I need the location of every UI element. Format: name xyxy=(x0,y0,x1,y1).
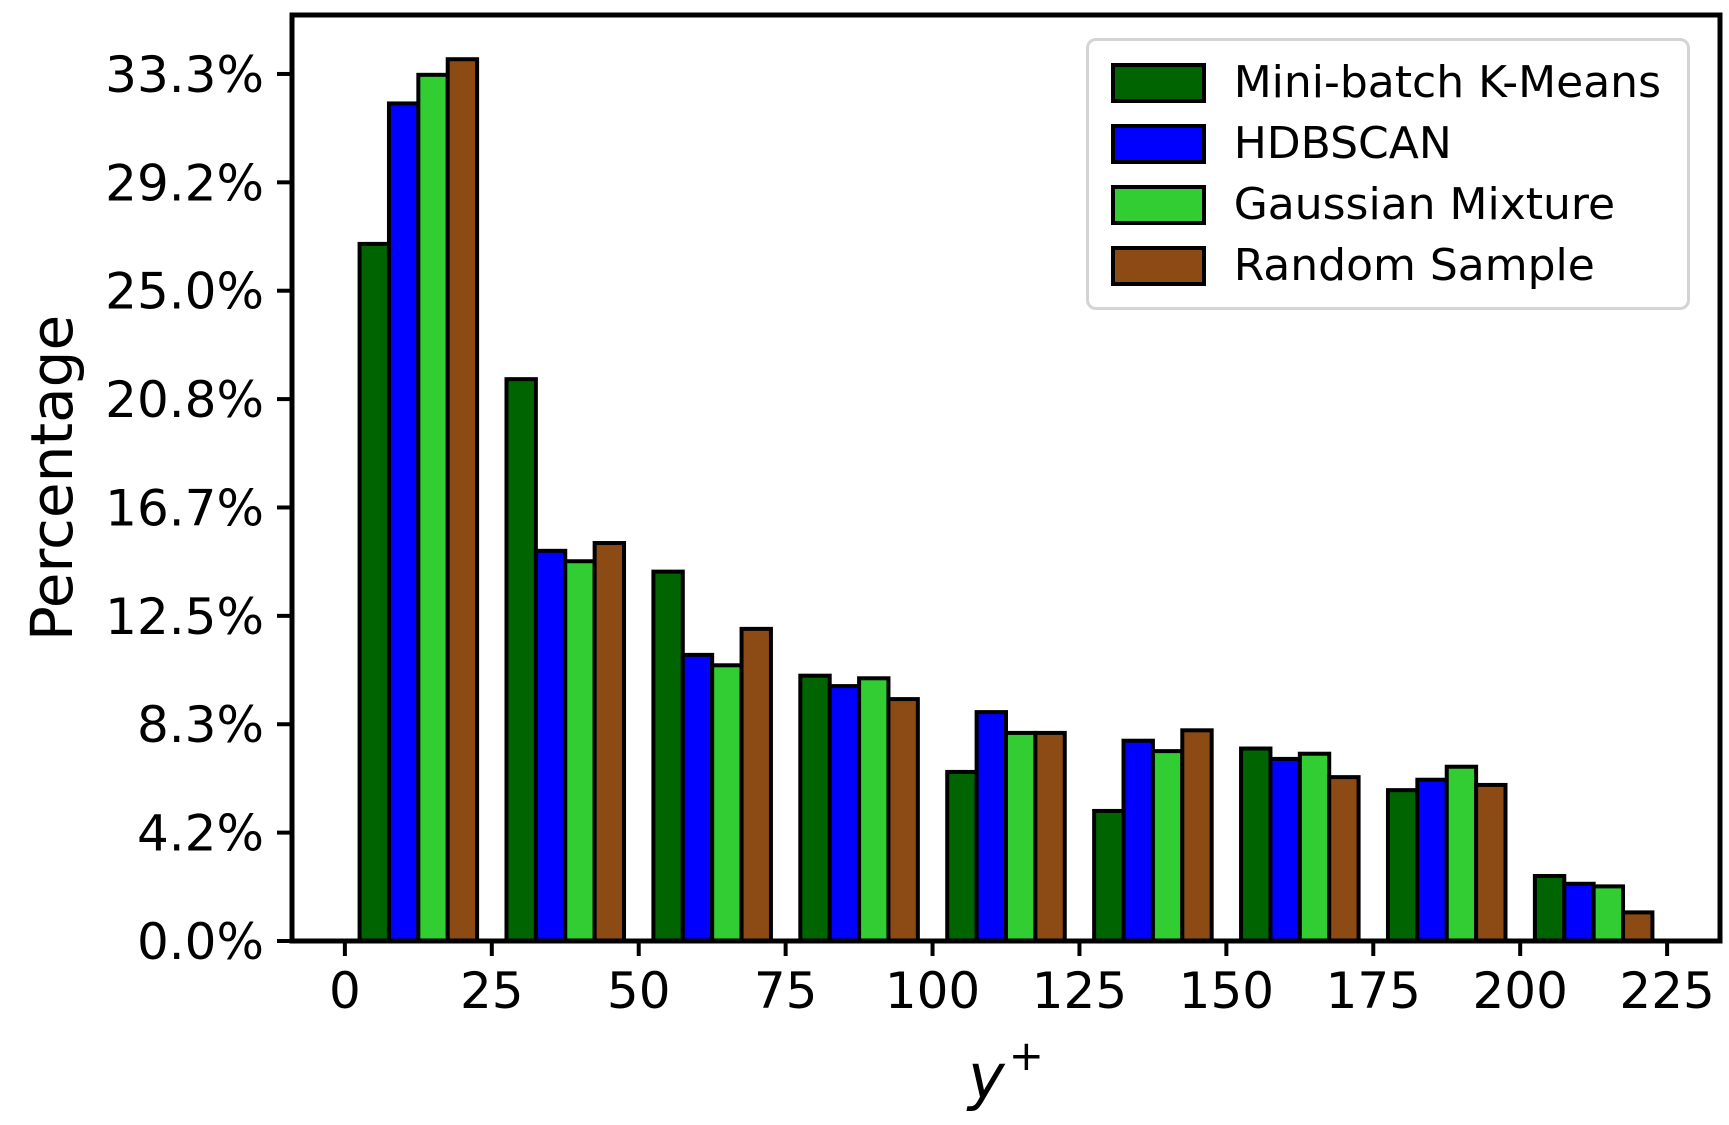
legend-item: Random Sample xyxy=(1110,240,1661,291)
bar-mini-batch-k-means-bin8 xyxy=(1532,873,1567,944)
bar-random-sample-bin6 xyxy=(1327,775,1361,943)
bar-random-sample-bin0 xyxy=(445,57,480,943)
bar-gaussian-mixture-bin1 xyxy=(563,559,597,943)
y-tick-label: 33.3% xyxy=(105,46,264,104)
x-tick-label: 175 xyxy=(1326,962,1421,1020)
bar-random-sample-bin1 xyxy=(592,541,627,943)
x-axis-title-superscript: + xyxy=(1008,1031,1044,1080)
bar-hdbscan-bin7 xyxy=(1415,777,1449,944)
bar-random-sample-bin3 xyxy=(886,697,920,944)
legend-label: Random Sample xyxy=(1233,240,1595,291)
legend-item: Mini-batch K-Means xyxy=(1110,57,1661,108)
x-tick-label: 225 xyxy=(1619,962,1714,1020)
legend-swatch-random-sample xyxy=(1110,245,1206,286)
bar-mini-batch-k-means-bin1 xyxy=(504,377,538,944)
bar-mini-batch-k-means-bin5 xyxy=(1092,808,1126,944)
bar-random-sample-bin4 xyxy=(1033,730,1067,943)
bar-random-sample-bin8 xyxy=(1621,910,1655,943)
y-axis-title: Percentage xyxy=(18,314,86,642)
bar-hdbscan-bin8 xyxy=(1562,881,1596,943)
bar-mini-batch-k-means-bin7 xyxy=(1385,788,1420,943)
x-tick-label: 150 xyxy=(1179,962,1274,1020)
legend: Mini-batch K-Means HDBSCAN Gaussian Mixt… xyxy=(1085,38,1690,310)
x-axis-title: y+ xyxy=(968,1031,1044,1113)
bar-gaussian-mixture-bin7 xyxy=(1444,764,1479,944)
bar-mini-batch-k-means-bin2 xyxy=(651,569,685,943)
x-tick-label: 25 xyxy=(460,962,524,1020)
legend-item: Gaussian Mixture xyxy=(1110,179,1661,230)
legend-swatch-minibatch-kmeans xyxy=(1110,62,1206,103)
bar-hdbscan-bin4 xyxy=(974,710,1009,944)
legend-label: Gaussian Mixture xyxy=(1233,179,1616,230)
bar-gaussian-mixture-bin0 xyxy=(416,72,450,943)
x-axis-title-base: y xyxy=(968,1040,1005,1113)
legend-label: Mini-batch K-Means xyxy=(1233,57,1661,108)
bar-hdbscan-bin5 xyxy=(1121,738,1155,944)
legend-item: HDBSCAN xyxy=(1110,118,1661,169)
y-tick-label: 29.2% xyxy=(105,154,264,212)
x-tick-label: 125 xyxy=(1032,962,1127,1020)
y-tick-label: 12.5% xyxy=(105,588,264,646)
y-tick-label: 16.7% xyxy=(105,479,264,537)
bar-hdbscan-bin3 xyxy=(827,684,862,944)
plot-frame xyxy=(289,12,1723,944)
bar-mini-batch-k-means-bin0 xyxy=(357,241,391,944)
bar-hdbscan-bin0 xyxy=(386,101,421,943)
x-tick-label: 200 xyxy=(1472,962,1567,1020)
bar-hdbscan-bin1 xyxy=(533,548,568,944)
x-tick-label: 0 xyxy=(329,962,361,1020)
bar-hdbscan-bin2 xyxy=(680,652,715,943)
bar-random-sample-bin5 xyxy=(1180,728,1214,943)
y-tick-label: 4.2% xyxy=(137,805,264,863)
bar-random-sample-bin2 xyxy=(739,626,773,943)
bar-mini-batch-k-means-bin6 xyxy=(1239,746,1273,943)
bar-hdbscan-bin6 xyxy=(1268,756,1302,943)
x-tick-label: 100 xyxy=(885,962,980,1020)
y-tick-label: 20.8% xyxy=(105,371,264,429)
bar-gaussian-mixture-bin4 xyxy=(1004,730,1038,943)
legend-swatch-hdbscan xyxy=(1110,123,1206,164)
x-tick-label: 50 xyxy=(607,962,671,1020)
bar-gaussian-mixture-bin5 xyxy=(1150,749,1185,943)
bar-random-sample-bin7 xyxy=(1474,782,1508,943)
legend-swatch-gaussian-mixture xyxy=(1110,184,1206,225)
bar-mini-batch-k-means-bin3 xyxy=(798,673,832,943)
bar-gaussian-mixture-bin2 xyxy=(710,663,744,943)
bar-gaussian-mixture-bin8 xyxy=(1591,884,1626,943)
y-tick-label: 8.3% xyxy=(137,696,264,754)
y-tick-label: 0.0% xyxy=(137,913,264,971)
x-tick-label: 75 xyxy=(754,962,818,1020)
bar-gaussian-mixture-bin3 xyxy=(857,676,891,943)
y-tick-label: 25.0% xyxy=(105,263,264,321)
bar-gaussian-mixture-bin6 xyxy=(1297,751,1332,944)
bar-mini-batch-k-means-bin4 xyxy=(945,769,979,943)
legend-label: HDBSCAN xyxy=(1233,118,1452,169)
